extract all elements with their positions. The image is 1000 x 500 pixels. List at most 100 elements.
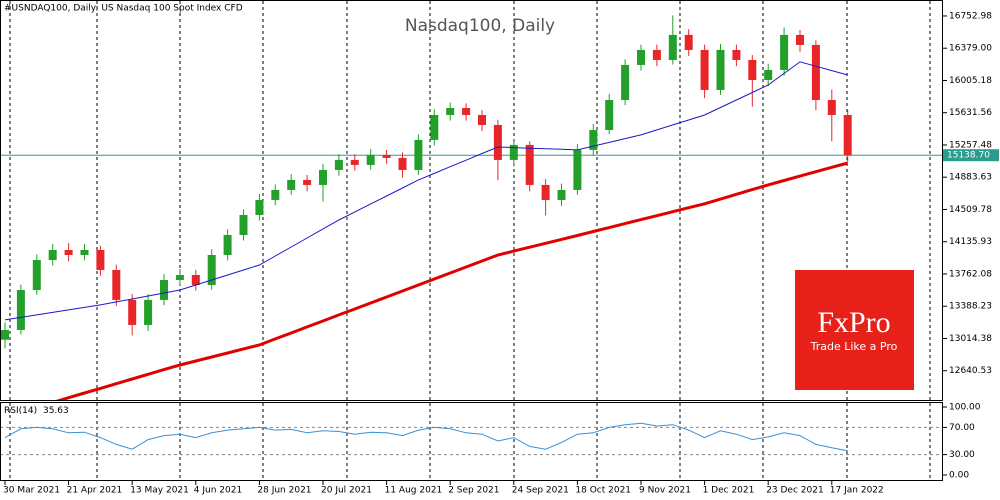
candle-body	[716, 49, 725, 90]
y-tick-label: 16379.00	[949, 44, 992, 54]
y-tick-label: 12640.53	[949, 366, 992, 376]
y-tick-label: 70.00	[949, 423, 975, 433]
rsi-last-value: 35.63	[43, 406, 69, 416]
x-tick-label: 18 Oct 2021	[575, 486, 631, 496]
candle-body	[64, 249, 73, 255]
y-tick-label: 14883.63	[949, 173, 992, 183]
rsi-panel	[1, 422, 942, 456]
candle-body	[32, 259, 41, 291]
x-tick-label: 13 May 2021	[130, 486, 189, 496]
last-price-label: 15138.70	[947, 151, 990, 161]
candle-body	[48, 249, 57, 260]
rsi-title: RSI(14)	[4, 406, 37, 416]
candle-body	[446, 108, 455, 115]
price-frame	[0, 0, 943, 401]
y-tick-label: 15631.56	[949, 108, 992, 118]
candle-body	[382, 154, 391, 158]
y-tick-label: 13014.38	[949, 334, 992, 344]
candle-body	[748, 59, 757, 80]
candle-body	[668, 34, 677, 60]
candle-body	[414, 139, 423, 170]
candle-body	[843, 114, 852, 156]
candle-body	[541, 184, 550, 200]
y-tick-label: 0.00	[949, 471, 969, 481]
y-tick-label: 14135.93	[949, 237, 992, 247]
candle-body	[700, 49, 709, 90]
candle-body	[1, 329, 9, 340]
logo-tagline: Trade Like a Pro	[810, 340, 898, 353]
candle-body	[334, 159, 343, 170]
rsi-line	[4, 422, 848, 452]
x-tick-label: 30 Mar 2021	[3, 486, 60, 496]
x-tick-label: 11 Aug 2021	[385, 486, 443, 496]
x-tick-label: 28 Jun 2021	[257, 486, 311, 496]
candle-body	[144, 299, 153, 325]
candle-body	[319, 169, 327, 185]
x-tick-label: 21 Apr 2021	[67, 486, 123, 496]
candle-body	[175, 275, 184, 281]
candle-body	[398, 157, 407, 170]
price-panel	[1, 15, 942, 400]
candle-body	[366, 154, 375, 165]
candle-body	[827, 99, 836, 115]
chart-title: Nasdaq100, Daily	[405, 16, 555, 36]
y-tick-label: 100.00	[949, 403, 981, 413]
y-tick-label: 13762.08	[949, 269, 992, 279]
candle-body	[287, 179, 296, 190]
candle-body	[96, 249, 105, 271]
logo-box	[795, 270, 914, 390]
candle-body	[732, 49, 741, 60]
candle-body	[112, 270, 121, 300]
x-tick-label: 9 Nov 2021	[639, 486, 691, 496]
candle-body	[637, 49, 645, 65]
candle-body	[271, 189, 280, 200]
candle-body	[430, 114, 439, 140]
candle-body	[350, 159, 359, 165]
axes: 12640.53 13014.38 13388.23 13762.08 14135.93…	[3, 11, 999, 496]
x-tick-label: 23 Dec 2021	[766, 486, 824, 496]
candle-body	[557, 189, 566, 200]
x-tick-label: 24 Sep 2021	[512, 486, 569, 496]
candle-body	[509, 144, 518, 160]
x-tick-label: 17 Jan 2022	[830, 486, 884, 496]
candle-body	[478, 114, 486, 125]
candle-body	[621, 64, 630, 100]
candle-body	[16, 290, 25, 330]
candle-body	[80, 249, 89, 255]
candle-body	[652, 49, 661, 60]
logo-name: FxPro	[817, 306, 890, 339]
candle-body	[684, 34, 693, 50]
candle-body	[239, 214, 248, 235]
y-tick-label: 14509.78	[949, 205, 992, 215]
logo: FxPro Trade Like a Pro	[795, 270, 914, 390]
candle-body	[160, 280, 168, 300]
candle-body	[796, 34, 804, 45]
candle-body	[589, 129, 598, 150]
moving-average	[4, 61, 848, 321]
rsi-frame	[0, 402, 943, 481]
y-tick-label: 30.00	[949, 450, 975, 460]
rsi-label: RSI(14) 35.63	[4, 406, 69, 416]
x-tick-label: 2 Sep 2021	[448, 486, 499, 496]
candle-body	[128, 299, 137, 325]
y-tick-label: 16005.18	[949, 76, 992, 86]
candle-body	[255, 199, 264, 215]
candle-body	[764, 69, 773, 80]
x-tick-label: 1 Dec 2021	[703, 486, 755, 496]
moving-average	[55, 161, 849, 400]
candle-body	[605, 99, 614, 130]
candle-body	[223, 234, 232, 255]
candle-body	[462, 108, 471, 115]
candle-body	[303, 179, 312, 185]
candle-body	[525, 144, 534, 185]
y-tick-label: 15257.48	[949, 140, 992, 150]
y-tick-label: 16752.98	[949, 11, 992, 21]
x-tick-label: 20 Jul 2021	[321, 486, 372, 496]
candle-body	[811, 44, 820, 100]
candle-body	[573, 149, 582, 190]
last-price-box	[943, 149, 999, 162]
x-tick-label: 4 Jun 2021	[194, 486, 242, 496]
candle-body	[493, 124, 502, 160]
